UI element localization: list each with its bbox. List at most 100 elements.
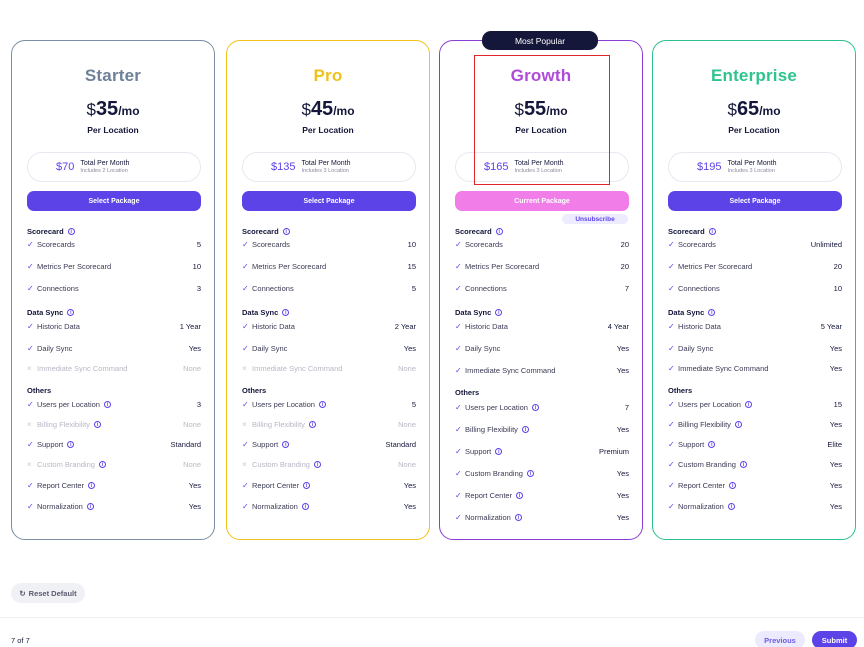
check-icon: ✓ <box>455 366 462 375</box>
includes-label: Includes 2 Location <box>80 168 128 174</box>
current-package-button[interactable]: Current Package <box>455 191 629 211</box>
info-icon[interactable]: i <box>708 441 716 448</box>
feature-value: 5 <box>411 284 416 293</box>
info-icon[interactable]: i <box>313 461 321 468</box>
info-icon[interactable]: i <box>729 482 737 489</box>
feature-name: Normalization <box>252 502 298 511</box>
submit-button[interactable]: Submit <box>812 631 857 647</box>
feature-value: Yes <box>829 364 842 373</box>
info-icon[interactable]: i <box>708 228 716 235</box>
feature-label: Historic Data <box>465 322 608 331</box>
info-icon[interactable]: i <box>93 421 101 428</box>
total-per-month-box: $70 Total Per Month Includes 2 Location <box>27 152 201 182</box>
feature-name: Scorecards <box>37 240 75 249</box>
selection-highlight-box <box>474 55 610 185</box>
feature-row: ✓ Report Center i Yes <box>27 481 201 490</box>
select-package-button[interactable]: Select Package <box>27 191 201 211</box>
feature-value: Yes <box>188 344 201 353</box>
feature-label: Historic Data <box>678 322 821 331</box>
info-icon[interactable]: i <box>531 404 539 411</box>
info-icon[interactable]: i <box>727 503 735 510</box>
section-title-label: Scorecard <box>27 227 64 236</box>
info-icon[interactable]: i <box>521 426 529 433</box>
info-icon[interactable]: i <box>98 461 106 468</box>
feature-label: Normalization i <box>465 513 617 522</box>
feature-name: Report Center <box>252 481 300 490</box>
price-period: /mo <box>759 104 781 118</box>
info-icon[interactable]: i <box>67 441 75 448</box>
feature-name: Metrics Per Scorecard <box>465 262 540 271</box>
feature-value: None <box>183 364 201 373</box>
info-icon[interactable]: i <box>301 503 309 510</box>
info-icon[interactable]: i <box>734 421 742 428</box>
info-icon[interactable]: i <box>67 309 75 316</box>
unsubscribe-button[interactable]: Unsubscribe <box>562 214 628 224</box>
info-icon[interactable]: i <box>495 228 503 235</box>
feature-value: 15 <box>833 400 842 409</box>
feature-name: Users per Location <box>37 400 100 409</box>
info-icon[interactable]: i <box>514 514 522 521</box>
feature-label: Users per Location i <box>465 403 625 412</box>
info-icon[interactable]: i <box>744 401 752 408</box>
check-icon: ✓ <box>668 460 675 469</box>
feature-value: Yes <box>403 502 416 511</box>
section-title-label: Others <box>668 386 693 395</box>
includes-label: Includes 3 Location <box>514 168 562 174</box>
info-icon[interactable]: i <box>67 228 75 235</box>
info-icon[interactable]: i <box>308 421 316 428</box>
total-text: Total Per Month Includes 3 Location <box>727 160 776 174</box>
feature-name: Historic Data <box>37 322 80 331</box>
feature-label: Immediate Sync Command <box>252 364 398 373</box>
check-icon: ✓ <box>27 284 34 293</box>
info-icon[interactable]: i <box>88 482 96 489</box>
check-icon: ✓ <box>242 481 249 490</box>
section-title-scorecard: Scorecard i <box>27 227 75 236</box>
feature-label: Report Center i <box>465 491 617 500</box>
info-icon[interactable]: i <box>495 309 503 316</box>
info-icon[interactable]: i <box>282 228 290 235</box>
feature-value: None <box>398 420 416 429</box>
reset-default-button[interactable]: ↻ Reset Default <box>11 583 85 603</box>
info-icon[interactable]: i <box>708 309 716 316</box>
section-title-scorecard: Scorecard i <box>242 227 290 236</box>
check-icon: ✓ <box>242 284 249 293</box>
info-icon[interactable]: i <box>282 441 290 448</box>
cross-icon: × <box>242 364 247 373</box>
info-icon[interactable]: i <box>495 448 503 455</box>
section-title-label: Others <box>242 386 267 395</box>
check-icon: ✓ <box>242 400 249 409</box>
feature-label: Metrics Per Scorecard <box>252 262 408 271</box>
total-text: Total Per Month Includes 3 Location <box>301 160 350 174</box>
info-icon[interactable]: i <box>739 461 747 468</box>
feature-label: Daily Sync <box>252 344 404 353</box>
check-icon: ✓ <box>455 447 462 456</box>
feature-row: ✓ Connections 10 <box>668 284 842 293</box>
check-icon: ✓ <box>242 262 249 271</box>
feature-label: Users per Location i <box>252 400 412 409</box>
select-package-button[interactable]: Select Package <box>668 191 842 211</box>
check-icon: ✓ <box>455 403 462 412</box>
check-icon: ✓ <box>27 322 34 331</box>
info-icon[interactable]: i <box>282 309 290 316</box>
info-icon[interactable]: i <box>516 492 524 499</box>
feature-label: Billing Flexibility i <box>678 420 830 429</box>
info-icon[interactable]: i <box>303 482 311 489</box>
per-location-label: Per Location <box>302 125 354 135</box>
feature-label: Scorecards <box>678 240 811 249</box>
info-icon[interactable]: i <box>318 401 326 408</box>
feature-row: ✓ Historic Data 4 Year <box>455 322 629 331</box>
feature-name: Metrics Per Scorecard <box>678 262 753 271</box>
feature-value: 10 <box>407 240 416 249</box>
feature-name: Support <box>37 440 64 449</box>
feature-name: Connections <box>252 284 294 293</box>
info-icon[interactable]: i <box>86 503 94 510</box>
previous-button[interactable]: Previous <box>755 631 805 647</box>
reset-icon: ↻ <box>19 588 26 598</box>
check-icon: ✓ <box>455 240 462 249</box>
feature-label: Users per Location i <box>678 400 834 409</box>
info-icon[interactable]: i <box>103 401 111 408</box>
section-title-datasync: Data Sync i <box>242 308 290 317</box>
info-icon[interactable]: i <box>526 470 534 477</box>
select-package-button[interactable]: Select Package <box>242 191 416 211</box>
feature-row: ✓ Historic Data 1 Year <box>27 322 201 331</box>
